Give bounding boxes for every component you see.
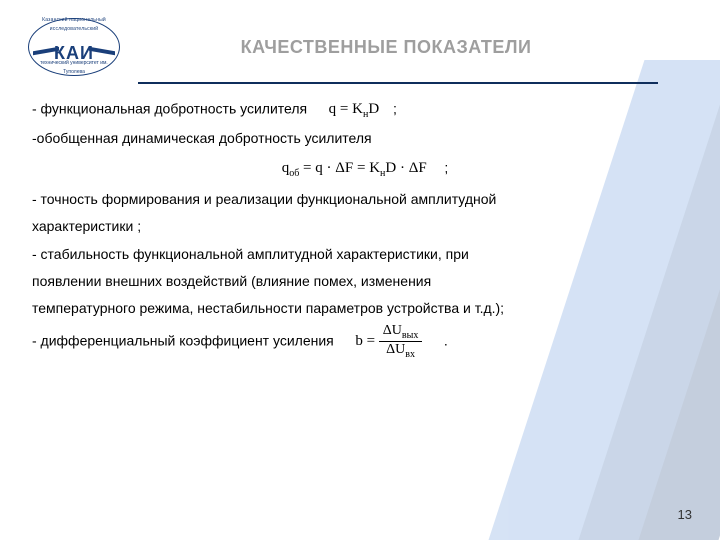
header: Казанский национальный исследовательский…	[28, 18, 692, 76]
page-title: КАЧЕСТВЕННЫЕ ПОКАЗАТЕЛИ	[140, 31, 692, 63]
logo-ring-bottom: технический университет им. Туполева	[29, 59, 119, 77]
text-l2: -обобщенная динамическая добротность уси…	[32, 130, 372, 146]
item-functional-q: - функциональная добротность усилителя q…	[32, 96, 692, 124]
semicolon-2: ;	[444, 160, 448, 176]
text-l1: - функциональная добротность усилителя	[32, 101, 307, 117]
item-accuracy-b: характеристики ;	[32, 214, 692, 239]
semicolon-1: ;	[393, 101, 397, 117]
item-diff-coeff: - дифференциальный коэффициент усиления …	[32, 323, 692, 361]
item-stability-c: температурного режима, нестабильности па…	[32, 296, 692, 321]
period: .	[444, 333, 448, 349]
body-text: - функциональная добротность усилителя q…	[28, 96, 692, 361]
formula-q-knd: q = KнD	[323, 96, 386, 124]
formula-qob: qоб = q · ΔF = KнD · ΔF ;	[32, 155, 692, 183]
item-accuracy-a: - точность формирования и реализации фун…	[32, 187, 692, 212]
logo-wings-icon	[35, 45, 113, 57]
slide-content: Казанский национальный исследовательский…	[0, 0, 720, 361]
page-number: 13	[678, 503, 692, 526]
item-stability-b: появлении внешних воздействий (влияние п…	[32, 269, 692, 294]
text-l5: - дифференциальный коэффициент усиления	[32, 333, 334, 349]
item-generalized-q: -обобщенная динамическая добротность уси…	[32, 126, 692, 151]
logo-ring-top: Казанский национальный исследовательский	[29, 16, 119, 34]
formula-b-fraction: b = ΔUвых ΔUвх	[349, 323, 428, 361]
item-stability-a: - стабильность функциональной амплитудно…	[32, 242, 692, 267]
kai-logo: Казанский национальный исследовательский…	[28, 18, 120, 76]
title-underline	[138, 82, 658, 84]
